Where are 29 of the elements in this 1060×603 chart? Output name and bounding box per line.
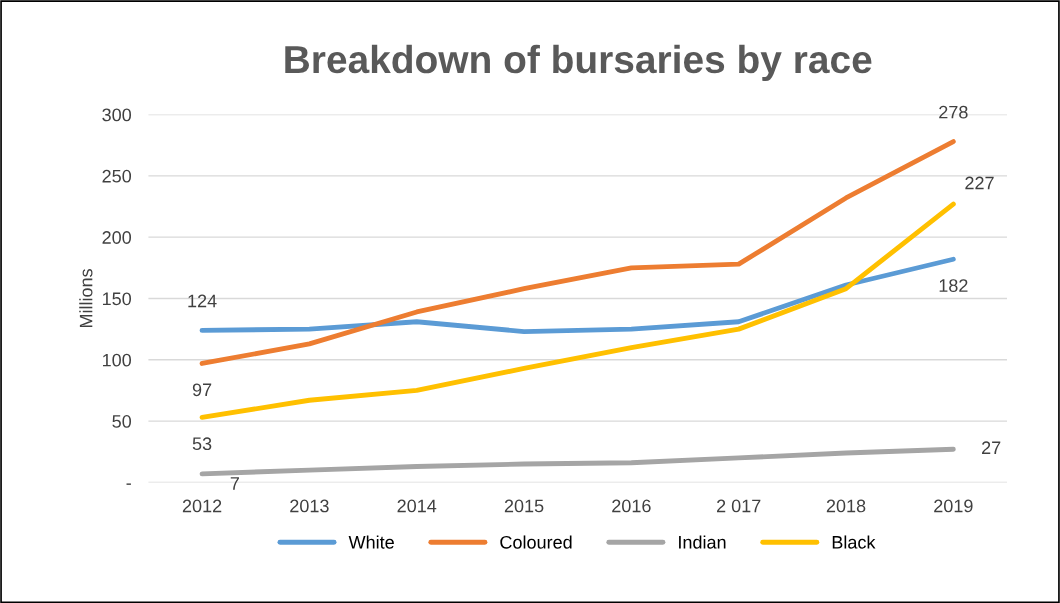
- x-tick-label: 2014: [397, 499, 437, 513]
- x-tick-label: 2 017: [717, 499, 761, 513]
- y-axis-title: Millions: [79, 269, 93, 328]
- legend-label: White: [348, 535, 394, 549]
- legend-label: Indian: [679, 535, 726, 549]
- data-label: 182: [939, 279, 968, 292]
- data-label: 278: [939, 105, 968, 119]
- y-tick-label: 50: [112, 415, 132, 428]
- y-tick-label: 200: [102, 231, 132, 244]
- chart-title: Breakdown of bursaries by race: [285, 44, 872, 81]
- data-label: 227: [965, 176, 994, 190]
- x-tick-label: 2016: [612, 499, 651, 513]
- data-label: 124: [188, 294, 217, 308]
- data-label: 7: [230, 477, 239, 490]
- legend-label: Coloured: [500, 535, 572, 549]
- data-label: 53: [192, 437, 212, 451]
- x-tick-label: 2018: [826, 499, 866, 513]
- x-tick-label: 2019: [934, 499, 973, 513]
- x-tick-label: 2015: [504, 499, 544, 513]
- data-label: 27: [982, 441, 1001, 454]
- data-label: 97: [192, 383, 212, 397]
- x-tick-label: 2013: [290, 499, 329, 513]
- x-tick-label: 2012: [182, 499, 222, 513]
- y-tick-label: 150: [102, 292, 132, 306]
- y-tick-label: 250: [102, 169, 132, 183]
- y-tick-label: 300: [102, 108, 132, 122]
- legend-label: Black: [832, 535, 876, 549]
- y-tick-label: -: [126, 483, 131, 485]
- y-tick-label: 100: [102, 353, 132, 367]
